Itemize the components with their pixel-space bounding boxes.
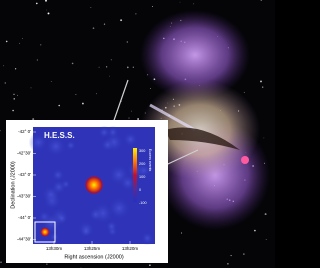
- star: [91, 7, 92, 8]
- x-tick-label: 13h20m: [122, 246, 139, 251]
- colorbar-tick-label: 0: [139, 188, 141, 192]
- star: [75, 94, 76, 95]
- star: [58, 105, 60, 107]
- star: [93, 27, 95, 29]
- y-axis-label: Declination (J2000): [10, 161, 16, 209]
- star: [0, 261, 1, 262]
- sky-map-blob: [100, 137, 115, 152]
- star: [12, 110, 14, 112]
- star: [32, 118, 34, 120]
- star: [181, 233, 182, 234]
- star: [135, 13, 136, 14]
- sky-map-blob: [80, 225, 93, 238]
- star: [264, 138, 265, 139]
- colorbar-tick-label: 200: [139, 162, 145, 166]
- inset-title: H.E.S.S.: [44, 131, 75, 140]
- star: [261, 0, 262, 1]
- star: [262, 86, 263, 87]
- star: [127, 41, 128, 42]
- sky-map-blob: [105, 220, 118, 233]
- star: [37, 59, 38, 60]
- colorbar-tick-label: -100: [139, 201, 147, 205]
- y-tick-label: -44°30': [17, 237, 31, 242]
- star: [150, 88, 151, 89]
- star: [36, 3, 38, 5]
- x-tick-label: 13h25m: [84, 246, 101, 251]
- sky-map-blob: [122, 131, 139, 148]
- scene: H.E.S.S. Declination (J2000) Right ascen…: [0, 0, 275, 268]
- sky-map-blob: [88, 207, 104, 223]
- star: [46, 10, 47, 11]
- star: [17, 95, 18, 96]
- star: [254, 230, 256, 232]
- star: [231, 255, 232, 256]
- sky-map-blob: [106, 195, 132, 221]
- inset: H.E.S.S. Declination (J2000) Right ascen…: [6, 120, 168, 263]
- star: [120, 19, 122, 21]
- y-tick-label: -43° 0': [18, 172, 31, 177]
- star: [96, 93, 97, 94]
- star: [40, 44, 41, 45]
- star: [193, 4, 194, 5]
- star: [5, 82, 6, 83]
- y-tick-label: -43°30': [17, 194, 31, 199]
- star: [104, 24, 105, 25]
- sky-map-blob: [49, 231, 60, 242]
- colorbar-label: Excess events: [148, 149, 152, 172]
- star: [266, 239, 267, 240]
- star: [149, 265, 150, 266]
- colorbar-tick-label: 300: [139, 149, 145, 153]
- star: [48, 12, 50, 14]
- star: [137, 118, 139, 120]
- star: [109, 76, 110, 77]
- star: [72, 63, 74, 65]
- star: [31, 88, 32, 89]
- star: [15, 68, 16, 69]
- star: [82, 103, 84, 105]
- star: [180, 2, 181, 3]
- star: [244, 92, 245, 93]
- star: [106, 66, 107, 67]
- star: [227, 263, 229, 265]
- star: [128, 118, 129, 119]
- colorbar-tick-label: 100: [139, 175, 145, 179]
- star: [241, 156, 249, 164]
- star: [99, 67, 100, 68]
- sky-map-blob: [51, 179, 68, 196]
- star: [46, 263, 47, 264]
- star: [152, 6, 153, 7]
- source: [84, 175, 104, 195]
- psf: [40, 227, 50, 237]
- star: [127, 67, 129, 69]
- star: [131, 111, 132, 112]
- star: [14, 98, 15, 99]
- star: [265, 213, 267, 215]
- star: [111, 59, 112, 60]
- x-axis-label: Right ascension (J2000): [64, 254, 123, 260]
- y-tick-label: -44° 0': [18, 215, 31, 220]
- star: [13, 94, 14, 95]
- y-tick-label: -42°30': [17, 151, 31, 156]
- sky-map-blob: [97, 126, 111, 140]
- star: [6, 41, 8, 43]
- star: [133, 67, 134, 68]
- sky-map-blob: [140, 231, 154, 245]
- star: [22, 38, 23, 39]
- star: [19, 43, 20, 44]
- star: [3, 65, 4, 66]
- x-tick-label: 13h30m: [46, 246, 63, 251]
- star: [51, 81, 52, 82]
- colorbar: [133, 148, 137, 202]
- star: [260, 80, 262, 82]
- y-tick-label: -42° 0': [18, 129, 31, 134]
- star: [243, 254, 244, 255]
- sky-map-blob: [65, 140, 77, 152]
